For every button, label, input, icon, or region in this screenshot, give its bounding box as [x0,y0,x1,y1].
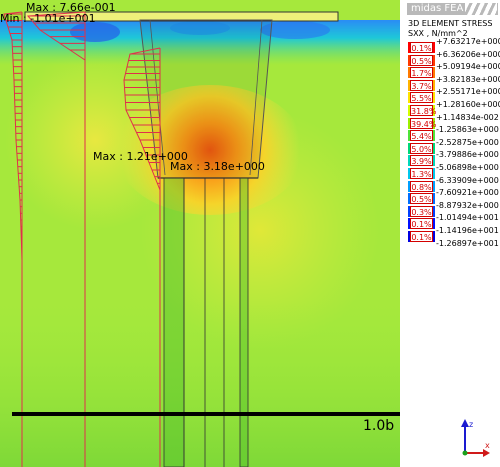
legend-bin: 1.7% [408,67,500,79]
legend-swatch: 1.3% [408,168,435,179]
legend-value: -6.33909e+000 [436,175,499,185]
annotation-max-left-profile: Max : 1.21e+000 [93,150,188,163]
legend-bin: 0.5% [408,54,500,66]
legend-swatch: 0.8% [408,180,435,192]
legend-bin: 31.8% [408,105,500,116]
legend-bin: 3.7% [408,79,500,91]
legend-swatch: 0.5% [408,193,435,205]
legend-percent: 1.3% [410,168,433,179]
axis-x-label: x [485,441,490,450]
legend-bin: 0.1% [408,218,500,230]
legend-bin: 0.3% [408,205,500,217]
pile-cap-inner-left [149,19,166,176]
legend-bin: 1.3% [408,168,500,179]
legend-percent: 0.3% [410,205,433,217]
legend-percent: 5.5% [410,92,433,104]
legend-swatch: 5.5% [408,92,435,104]
legend-value: -1.25863e+000 [436,125,499,135]
legend-percent: 3.7% [410,79,433,91]
legend-swatch: 0.1% [408,42,435,53]
axis-z-label: z [469,420,473,429]
legend-bin: 3.9% [408,155,500,167]
legend-value: -8.87932e+000 [436,200,499,210]
legend-percent: 0.5% [410,193,433,205]
legend-bin: 5.0% [408,142,500,154]
annotation-max-global: Max : 7.66e-001 [26,1,116,14]
contour-hot-zone [115,85,305,215]
stress-profiles [3,11,161,467]
legend-title: 3D ELEMENT STRESS [408,19,493,28]
legend-value: -2.52875e+000 [436,137,499,147]
legend-bin: 39.4% [408,117,500,129]
brand-stripes [465,3,497,15]
legend-swatch: 5.4% [408,130,435,142]
legend-swatch: 5.0% [408,142,435,154]
legend-value: +6.36206e+000 [436,49,500,59]
legend-percent: 0.1% [410,42,433,53]
axis-triad-icon: z x [461,419,490,457]
legend-percent: 0.8% [410,180,433,192]
legend-bin: 0.1% [408,231,500,242]
legend-percent: 5.0% [410,142,433,154]
legend-percent: 31.8% [410,105,437,116]
section-scale-label: 1.0b [363,418,395,434]
legend-value: +1.14834e-002 [436,112,499,122]
legend-swatch: 0.3% [408,205,435,217]
contour-blue-spot-2 [260,21,330,39]
legend-swatch: 0.5% [408,54,435,66]
legend-bin: 0.1% [408,42,500,53]
stress-legend: midas FEA 3D ELEMENT STRESS SXX , N/mm^2… [400,0,500,467]
legend-percent: 0.1% [410,218,433,230]
legend-percent: 39.4% [410,117,437,129]
legend-swatch: 3.9% [408,155,435,167]
legend-bin: 0.5% [408,193,500,205]
legend-bin: 0.8% [408,180,500,192]
legend-value: -1.01494e+001 [436,213,499,223]
legend-value: -7.60921e+000 [436,188,499,198]
fea-viewport[interactable]: Max : 7.66e-001 Min : -1.01e+001 Max : 1… [0,0,400,467]
contour-blue-spot-3 [170,21,230,35]
legend-percent: 5.4% [410,130,433,142]
top-plate [24,11,339,22]
legend-value: +2.55171e+000 [436,87,500,97]
pile-cap-inner-right [249,19,263,176]
legend-percent: 0.5% [410,54,433,66]
pile-shaft-right [239,177,249,467]
legend-bin: 5.4% [408,130,500,142]
legend-value: -1.26897e+001 [436,238,499,248]
legend-value: +7.63217e+000 [436,37,500,46]
legend-swatch: 3.7% [408,79,435,91]
legend-value: -1.14196e+001 [436,226,499,235]
legend-percent: 0.1% [410,231,433,242]
legend-swatch: 0.1% [408,231,435,242]
annotation-min-global: Min : -1.01e+001 [0,12,96,25]
pile-shaft-left [163,177,185,467]
legend-percent: 1.7% [410,67,433,79]
annotation-max-mid-profile: Max : 3.18e+000 [170,160,265,173]
legend-swatch: 39.4% [408,117,437,129]
legend-percent: 3.9% [410,155,433,167]
legend-swatch: 1.7% [408,67,435,79]
legend-value: -3.79886e+000 [436,150,499,160]
legend-value: +1.28160e+000 [436,100,500,109]
stress-contour-plot [0,0,400,467]
legend-swatch: 31.8% [408,105,437,116]
legend-bin: 5.5% [408,92,500,104]
legend-value: +3.82183e+000 [436,74,500,84]
brand-logo: midas FEA [411,3,464,14]
contour-bottom [0,300,400,467]
legend-value: +5.09194e+000 [436,62,500,72]
legend-value: -5.06898e+000 [436,163,499,172]
legend-swatch: 0.1% [408,218,435,230]
contour-blue-spot-1 [70,22,120,42]
legend-subtitle: SXX , N/mm^2 [408,29,468,38]
